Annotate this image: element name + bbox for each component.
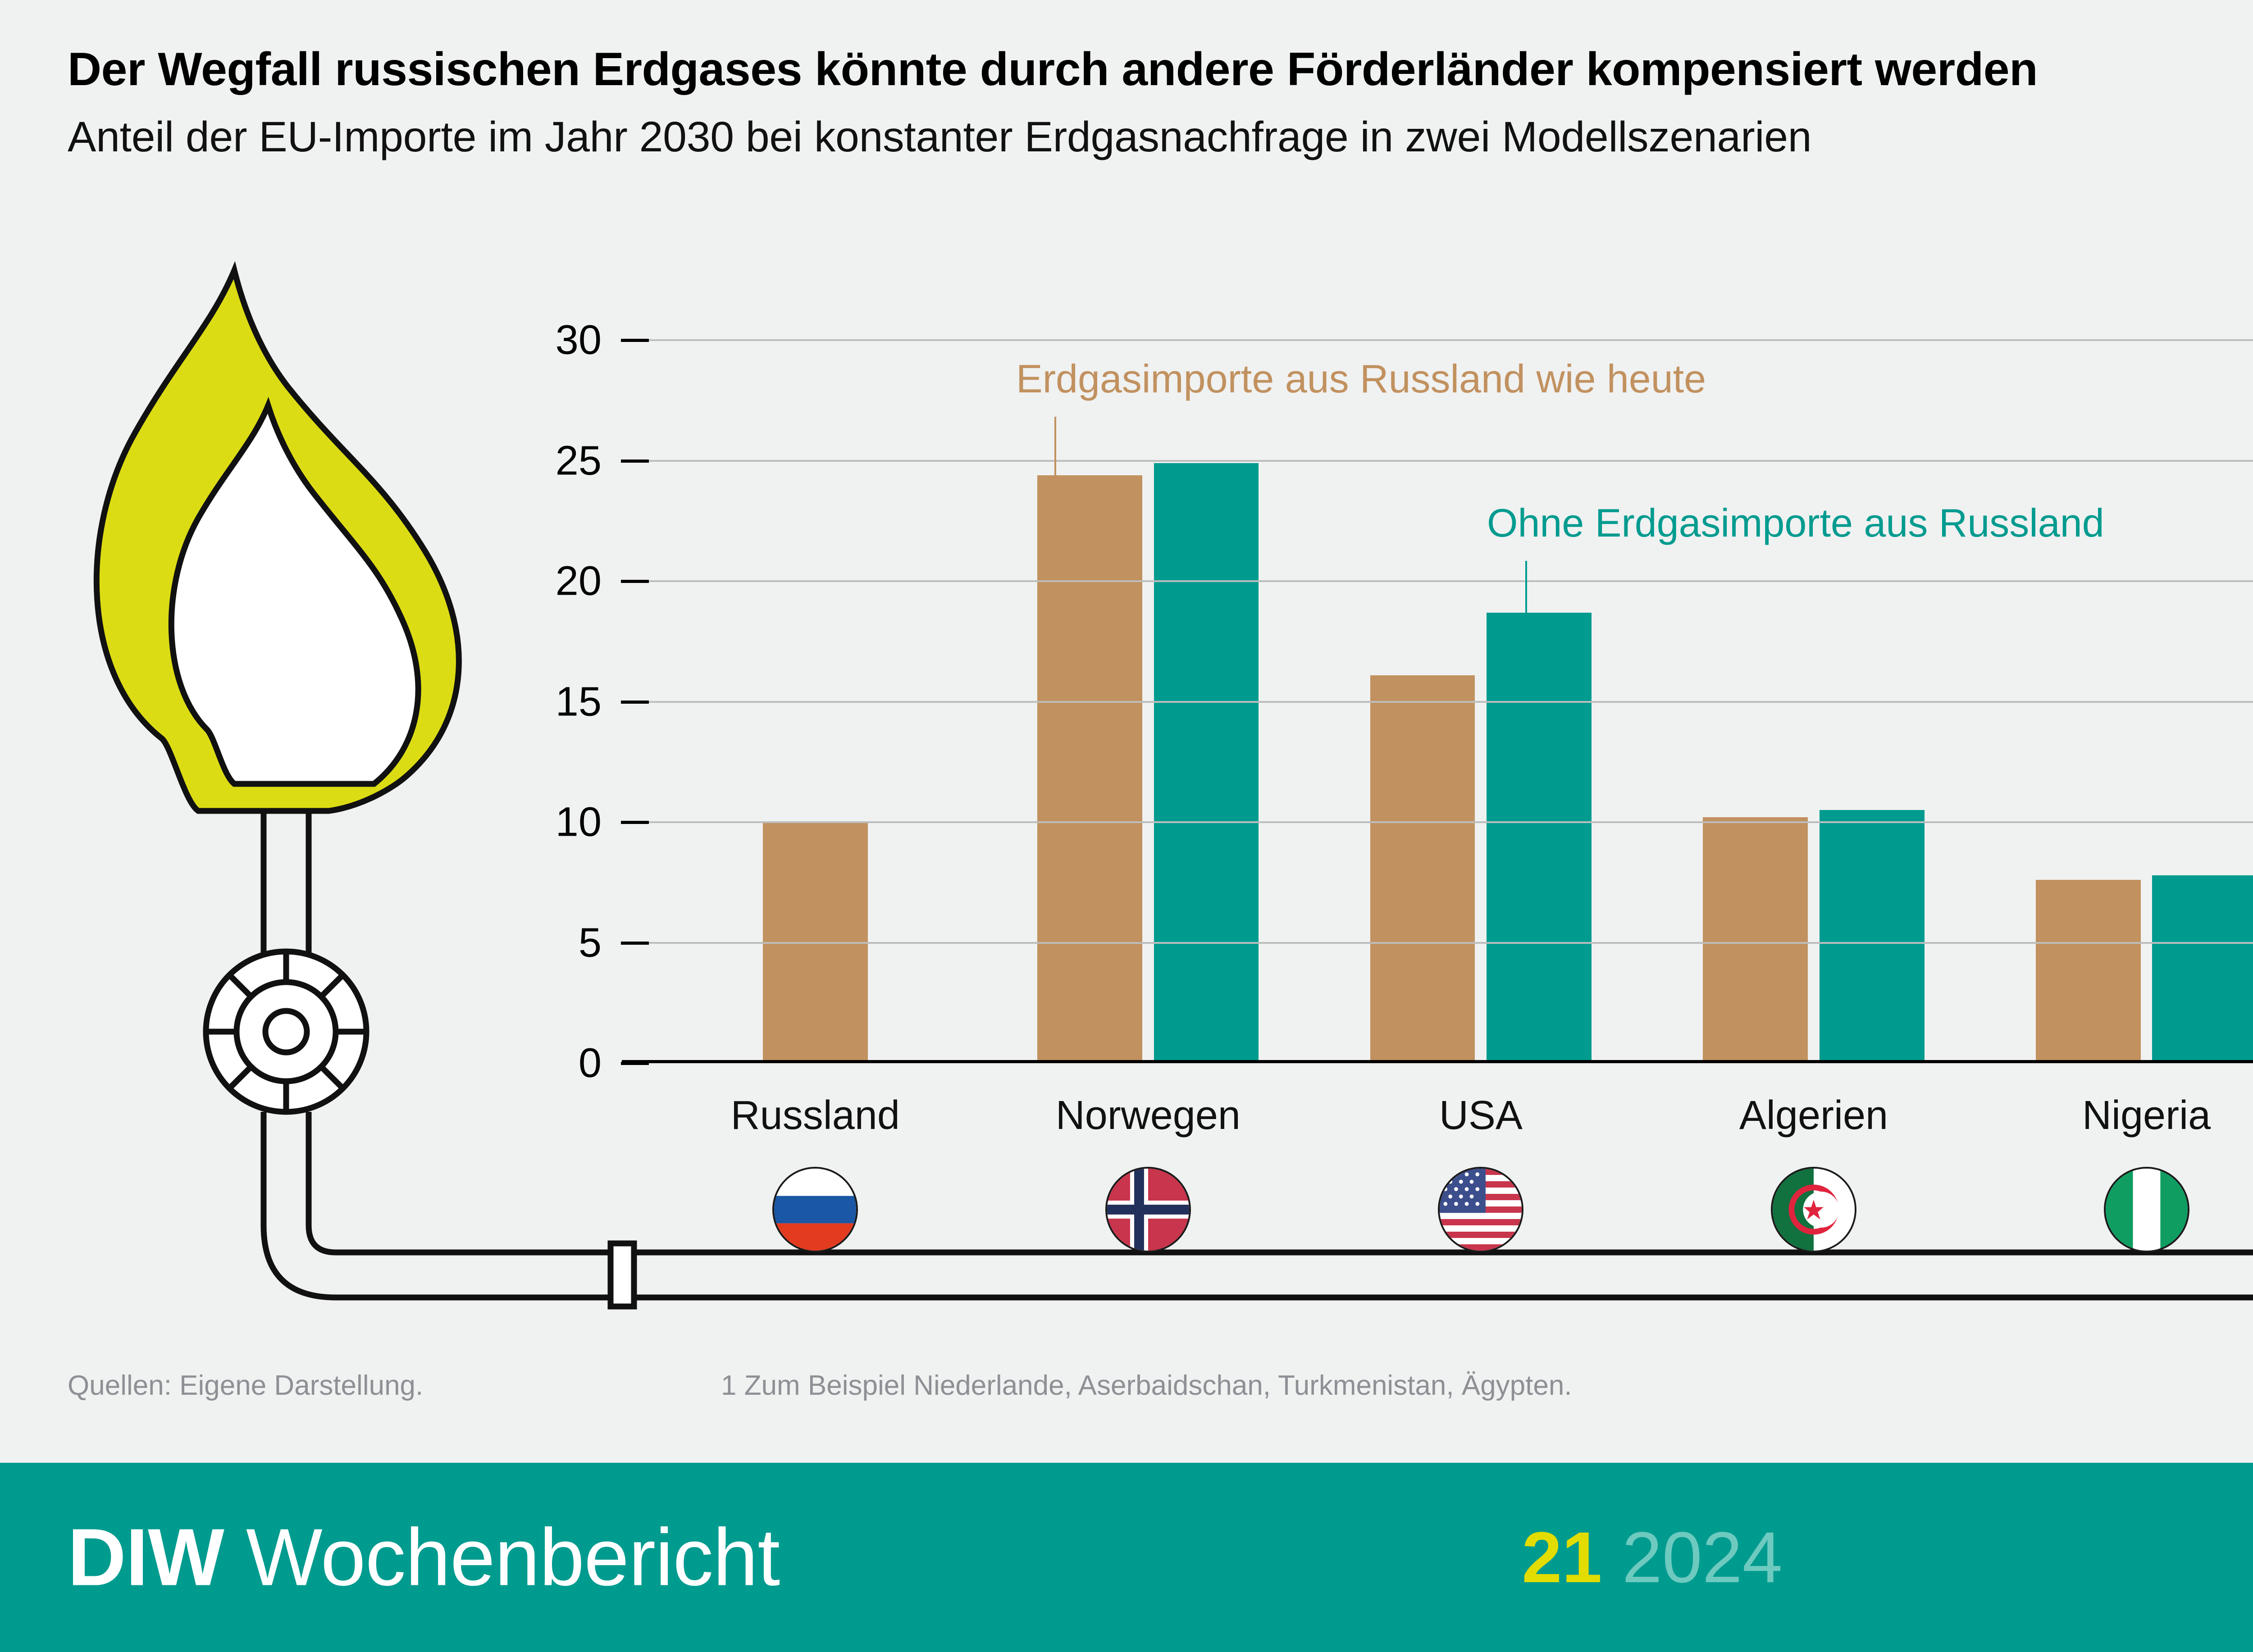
bar-group — [1647, 340, 1980, 1063]
bar-group — [1980, 340, 2253, 1063]
page-title: Der Wegfall russischen Erdgases könnte d… — [68, 43, 2038, 96]
brand-wordmark: DIW Wochenbericht — [68, 1511, 780, 1604]
y-axis-tick — [621, 700, 649, 704]
y-axis-tick-label: 5 — [578, 919, 602, 965]
x-axis-tick-label: USA — [1439, 1093, 1523, 1138]
y-axis-tick — [621, 1062, 649, 1065]
x-axis-tick-label: Russland — [730, 1093, 900, 1138]
brand-diw: DIW — [68, 1512, 224, 1603]
bar-series-a — [1037, 475, 1142, 1063]
x-axis-tick-label: Nigeria — [2082, 1093, 2211, 1138]
y-axis-tick — [621, 821, 649, 824]
brand-wochenbericht: Wochenbericht — [246, 1512, 780, 1603]
annotation-series-b: Ohne Erdgasimporte aus Russland — [1487, 501, 2104, 545]
page-subtitle: Anteil der EU-Importe im Jahr 2030 bei k… — [68, 113, 1812, 161]
bar-series-b — [2152, 875, 2253, 1063]
y-axis-tick-label: 15 — [555, 678, 602, 724]
y-axis-tick — [621, 941, 649, 945]
footnote-1: 1 Zum Beispiel Niederlande, Aserbaidscha… — [721, 1370, 1572, 1401]
y-axis-tick-label: 20 — [555, 558, 602, 604]
annotation-series-a: Erdgasimporte aus Russland wie heute — [1016, 356, 1706, 401]
annotation-leader-a — [1054, 417, 1056, 489]
x-axis-line — [622, 1060, 2253, 1063]
y-axis-tick — [621, 339, 649, 342]
x-axis-tick-label: Algerien — [1739, 1093, 1888, 1138]
x-axis-tick-label: Norwegen — [1055, 1093, 1241, 1138]
y-axis-tick-label: 10 — [555, 799, 602, 845]
bar-series-a — [1370, 675, 1475, 1063]
gridline — [649, 339, 2253, 341]
gridline — [649, 580, 2253, 582]
bar-group — [1314, 340, 1647, 1063]
y-axis-tick — [621, 580, 649, 583]
y-axis-tick-label: 30 — [555, 317, 602, 363]
footer-bar: DIW Wochenbericht 21 2024 DIW BERLIN — [0, 1463, 2253, 1652]
bar-series-b — [1154, 463, 1259, 1063]
bar-series-b — [1819, 810, 1925, 1063]
y-axis-tick-label: 25 — [555, 437, 602, 483]
source-note: Quellen: Eigene Darstellung. — [68, 1370, 424, 1401]
gridline — [649, 701, 2253, 703]
issue-year: 2024 — [1622, 1517, 1783, 1597]
y-axis-tick-label: 0 — [578, 1040, 602, 1086]
flag-icon-algeria — [1771, 1167, 1856, 1252]
flag-icon-nigeria — [2103, 1167, 2189, 1252]
bar-series-a — [2035, 880, 2141, 1063]
flag-icon-usa — [1438, 1167, 1524, 1252]
bar-series-a — [1703, 817, 1808, 1063]
issue-number: 21 — [1522, 1517, 1602, 1597]
issue-label: 21 2024 — [1522, 1516, 1782, 1599]
gridline — [649, 460, 2253, 462]
bar-group — [982, 340, 1315, 1063]
flag-icon-russia — [772, 1167, 858, 1252]
bar-series-b — [1487, 612, 1592, 1063]
gridline — [649, 942, 2253, 944]
y-axis-tick — [621, 459, 649, 463]
gridline — [649, 821, 2253, 823]
chart-plot-area — [621, 339, 2253, 1065]
flag-icon-norway — [1105, 1167, 1191, 1252]
annotation-leader-b — [1525, 561, 1527, 631]
y-axis-labels: 0 5 10 15 20 25 30 — [466, 317, 602, 1086]
